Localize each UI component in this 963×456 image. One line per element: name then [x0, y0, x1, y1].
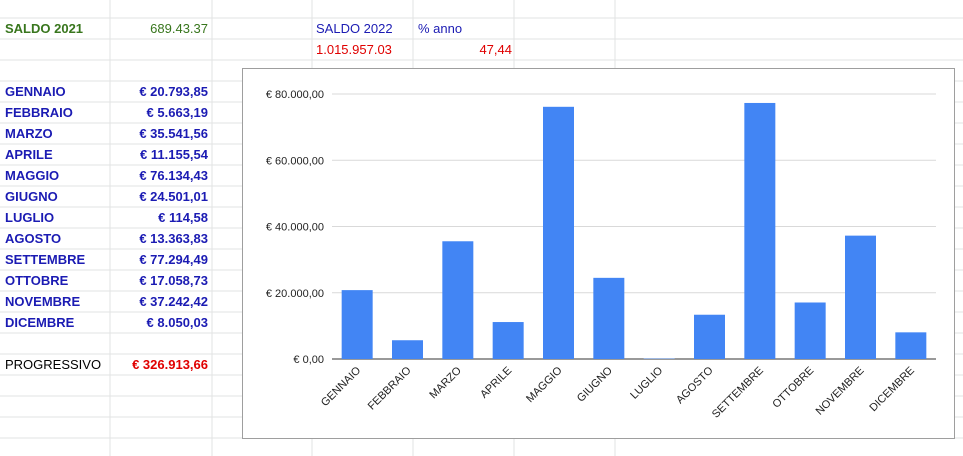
x-tick-label: MARZO — [427, 364, 464, 401]
month-name-cell[interactable]: DICEMBRE — [5, 315, 75, 330]
month-amount-cell[interactable]: € 11.155,54 — [140, 147, 208, 162]
x-tick-label: SETTEMBRE — [710, 365, 766, 421]
x-tick-label: DICEMBRE — [867, 365, 917, 415]
saldo-2021-label[interactable]: SALDO 2021 — [5, 21, 84, 36]
x-tick-label: OTTOBRE — [770, 365, 816, 411]
percent-year-value[interactable]: 47,44 — [479, 42, 512, 57]
saldo-2022-value[interactable]: 1.015.957.03 — [316, 42, 392, 57]
saldo-2021-value[interactable]: 689.43.37 — [150, 21, 208, 36]
month-name-cell[interactable]: GIUGNO — [5, 189, 58, 204]
bar-dicembre[interactable] — [895, 332, 927, 359]
x-tick-label: AGOSTO — [674, 364, 716, 406]
x-tick-label: GENNAIO — [319, 364, 364, 409]
bar-settembre[interactable] — [744, 102, 776, 359]
y-tick-label: € 40.000,00 — [266, 222, 324, 234]
month-amount-cell[interactable]: € 8.050,03 — [146, 315, 208, 330]
month-name-cell[interactable]: SETTEMBRE — [5, 252, 86, 267]
month-amount-cell[interactable]: € 35.541,56 — [139, 126, 208, 141]
bar-maggio[interactable] — [543, 106, 574, 359]
bar-novembre[interactable] — [845, 235, 876, 359]
percent-year-label[interactable]: % anno — [418, 21, 463, 36]
month-amount-cell[interactable]: € 13.363,83 — [139, 231, 208, 246]
month-name-cell[interactable]: FEBBRAIO — [5, 105, 73, 120]
bar-ottobre[interactable] — [794, 302, 826, 359]
month-name-cell[interactable]: NOVEMBRE — [5, 294, 81, 309]
month-name-cell[interactable]: MAGGIO — [5, 168, 60, 183]
month-amount-cell[interactable]: € 76.134,43 — [139, 168, 208, 183]
month-amount-cell[interactable]: € 77.294,49 — [139, 252, 208, 267]
month-name-cell[interactable]: APRILE — [5, 147, 53, 162]
x-tick-label: LUGLIO — [628, 364, 665, 401]
x-tick-label: NOVEMBRE — [814, 365, 867, 418]
month-name-cell[interactable]: MARZO — [5, 126, 53, 141]
x-tick-label: GIUGNO — [575, 364, 615, 404]
month-amount-cell[interactable]: € 5.663,19 — [146, 105, 208, 120]
bar-giugno[interactable] — [593, 277, 625, 359]
chart-svg: € 0,00 € 20.000,00 € 40.000,00 € 60.000,00 €… — [266, 89, 936, 421]
month-amount-cell[interactable]: € 114,58 — [158, 210, 208, 225]
bar-gennaio[interactable] — [341, 290, 373, 359]
month-name-cell[interactable]: LUGLIO — [5, 210, 55, 225]
x-tick-label: FEBBRAIO — [366, 364, 414, 412]
month-amount-cell[interactable]: € 24.501,01 — [139, 189, 208, 204]
month-amount-cell[interactable]: € 37.242,42 — [139, 294, 208, 309]
bar-aprile[interactable] — [492, 322, 524, 359]
saldo-2022-label[interactable]: SALDO 2022 — [316, 21, 393, 36]
month-name-cell[interactable]: OTTOBRE — [5, 273, 69, 288]
month-amount-cell[interactable]: € 17.058,73 — [139, 273, 208, 288]
month-name-cell[interactable]: AGOSTO — [5, 231, 62, 246]
bar-agosto[interactable] — [694, 314, 725, 359]
y-tick-label: € 60.000,00 — [266, 155, 324, 167]
x-tick-label: APRILE — [478, 365, 514, 401]
y-tick-label: € 20.000,00 — [266, 288, 324, 300]
progressivo-label[interactable]: PROGRESSIVO — [5, 357, 102, 372]
bar-chart[interactable]: € 0,00 € 20.000,00 € 40.000,00 € 60.000,00 €… — [242, 68, 955, 439]
month-name-cell[interactable]: GENNAIO — [5, 84, 66, 99]
y-tick-label: € 80.000,00 — [266, 89, 324, 101]
month-amount-cell[interactable]: € 20.793,85 — [139, 84, 208, 99]
bar-febbraio[interactable] — [392, 340, 423, 359]
bar-marzo[interactable] — [442, 241, 474, 359]
x-tick-label: MAGGIO — [524, 364, 565, 405]
progressivo-value[interactable]: € 326.913,66 — [132, 357, 208, 372]
y-tick-label: € 0,00 — [293, 354, 324, 366]
